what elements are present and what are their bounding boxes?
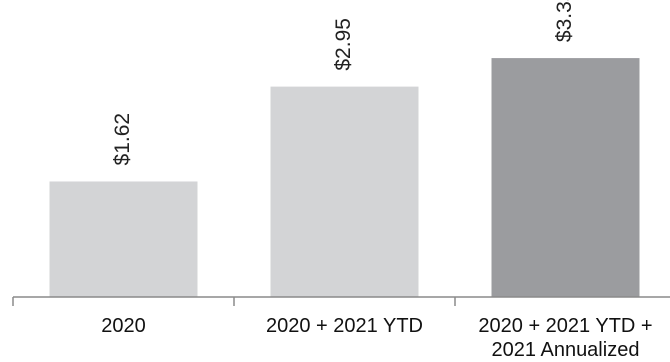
tick-label-1: 2020	[101, 315, 146, 337]
x-axis	[12, 296, 670, 306]
bar-1	[49, 181, 198, 297]
bar-2	[270, 86, 419, 297]
data-label-2: $2.95	[332, 18, 355, 71]
tick-label-2: 2020 + 2021 YTD	[266, 315, 423, 337]
tick-labels-layer: 2020 2020 + 2021 YTD 2020 + 2021 YTD +2021…	[101, 315, 652, 361]
bar-3	[491, 58, 640, 298]
bars-layer	[49, 58, 640, 298]
data-label-1: $1.62	[111, 113, 134, 166]
data-label-3: $3.35	[553, 0, 576, 42]
data-labels-layer: $1.62 $2.95 $3.35	[111, 0, 576, 165]
tick-label-3: 2020 + 2021 YTD +2021 Annualized	[478, 315, 652, 361]
